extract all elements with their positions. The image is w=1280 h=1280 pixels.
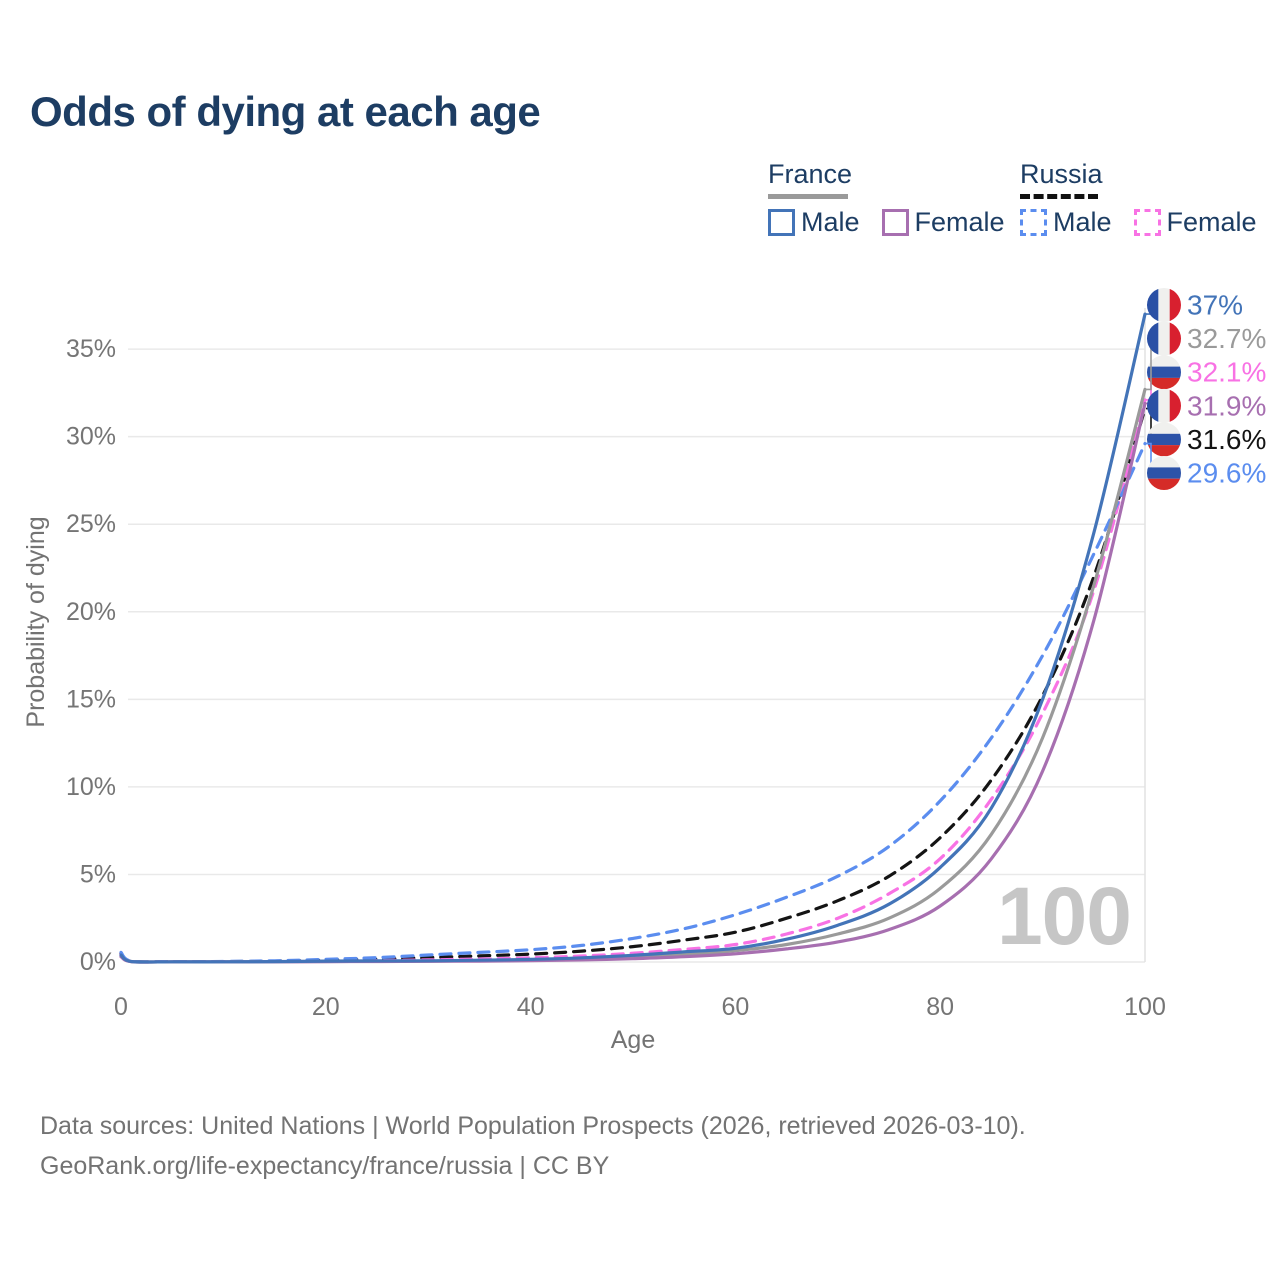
page-title: Odds of dying at each age (30, 88, 541, 135)
y-tick-label: 5% (80, 860, 116, 888)
x-tick-label: 60 (721, 993, 749, 1021)
y-tick-label: 20% (66, 598, 116, 626)
y-tick-label: 0% (80, 948, 116, 976)
end-value-label-france-both[interactable]: 32.7% (1187, 323, 1266, 354)
y-tick-label: 35% (66, 335, 116, 363)
y-tick-label: 15% (66, 685, 116, 713)
citation-url: GeoRank.org/life-expectancy/france/russi… (40, 1152, 610, 1180)
end-value-label-russia-female[interactable]: 32.1% (1187, 357, 1266, 388)
y-axis-title: Probability of dying (22, 516, 50, 727)
x-tick-label: 20 (312, 993, 340, 1021)
hover-age-watermark: 100 (997, 871, 1131, 962)
flag-icon-france (1147, 388, 1181, 423)
end-label-layer: 31.6% 32.1% 29.6% 32.7% 31.9% 37% (1146, 288, 1266, 490)
end-value-label-russia-both[interactable]: 31.6% (1187, 424, 1266, 455)
series-line-russia-male[interactable] (119, 442, 1147, 964)
legend-items-russia: Male Female (1020, 207, 1279, 238)
data-source-note: Data sources: United Nations | World Pop… (40, 1112, 1026, 1140)
series-line-russia-female[interactable] (119, 398, 1147, 964)
x-tick-label: 100 (1124, 993, 1166, 1021)
russia-female-swatch (1133, 209, 1161, 236)
x-tick-label: 0 (114, 993, 128, 1021)
end-value-label-russia-male[interactable]: 29.6% (1187, 458, 1266, 489)
flag-icon-russia (1147, 422, 1181, 457)
legend-item-france-female[interactable]: Female (881, 207, 1005, 238)
series-line-russia-both[interactable] (119, 407, 1147, 964)
legend-france-label[interactable]: France (768, 159, 853, 189)
flag-icon-russia (1147, 456, 1181, 490)
grid-layer: 0% 5% 10% 15% 20% 25% 30% 35% 0 20 40 60 80 100 (66, 308, 1166, 1021)
russia-male-swatch (1020, 209, 1047, 236)
x-tick-label: 40 (517, 993, 545, 1021)
legend-items-france: Male Female (768, 207, 1027, 238)
series-line-france-male[interactable] (119, 312, 1147, 964)
france-line-style-sample (768, 193, 848, 199)
y-tick-label: 30% (66, 423, 116, 451)
footer: Data sources: United Nations | World Pop… (40, 1106, 1240, 1186)
flag-icon-france (1147, 288, 1181, 322)
legend-group-russia[interactable]: Russia (1020, 159, 1103, 199)
legend-item-russia-female[interactable]: Female (1133, 207, 1257, 238)
flag-icon-russia (1147, 355, 1181, 390)
flag-icon-france (1147, 321, 1181, 356)
series-line-france-both[interactable] (119, 387, 1147, 964)
france-female-label: Female (914, 207, 1005, 237)
series-layer (119, 312, 1147, 964)
legend: France Russia Male Female Male (0, 0, 1280, 250)
legend-item-russia-male[interactable]: Male (1020, 207, 1112, 238)
end-value-label-france-male[interactable]: 37% (1187, 290, 1243, 321)
france-male-label: Male (801, 207, 860, 237)
y-tick-label: 10% (66, 773, 116, 801)
legend-russia-label[interactable]: Russia (1020, 159, 1103, 189)
legend-group-france[interactable]: France (768, 159, 853, 199)
france-male-swatch (768, 209, 795, 236)
russia-female-label: Female (1166, 207, 1257, 237)
x-axis-title: Age (611, 1026, 655, 1054)
series-line-france-female[interactable] (119, 401, 1147, 964)
france-female-swatch (881, 209, 909, 236)
y-tick-label: 25% (66, 510, 116, 538)
russia-line-style-sample (1020, 193, 1098, 199)
x-tick-label: 80 (926, 993, 954, 1021)
end-value-label-france-female[interactable]: 31.9% (1187, 390, 1266, 421)
legend-item-france-male[interactable]: Male (768, 207, 860, 238)
russia-male-label: Male (1053, 207, 1112, 237)
